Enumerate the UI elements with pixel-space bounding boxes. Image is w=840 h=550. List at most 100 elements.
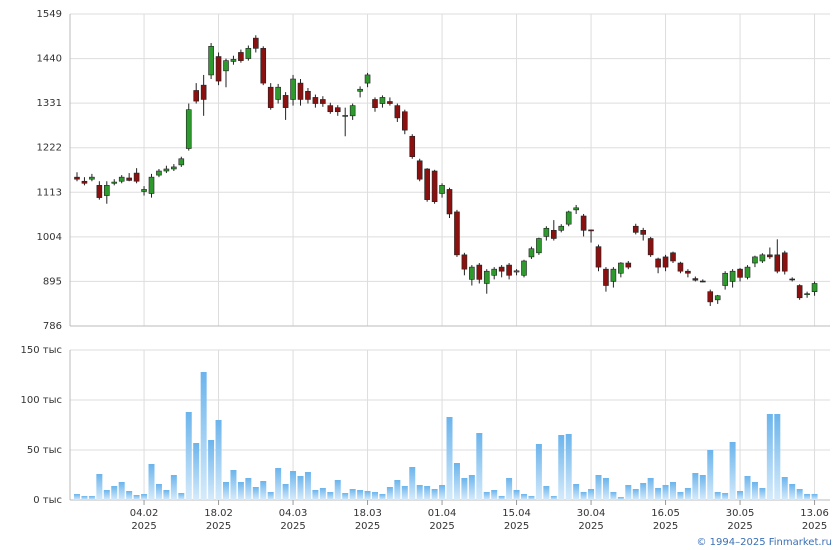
candle-body — [230, 59, 237, 62]
volume-bar — [476, 433, 483, 500]
candle-body — [647, 238, 654, 256]
candle-body — [133, 172, 140, 182]
volume-bar — [245, 478, 252, 500]
volume-bar — [416, 485, 423, 500]
candle-body — [89, 176, 95, 180]
candle-body — [707, 291, 714, 303]
volume-bar — [684, 488, 691, 500]
volume-bar — [506, 478, 513, 500]
candle-body — [744, 266, 751, 278]
volume-bar — [521, 494, 527, 500]
candle-body — [469, 266, 475, 280]
candle-body — [171, 166, 177, 170]
x-tick-label: 13.06 — [800, 508, 829, 519]
y-tick-label: 895 — [43, 276, 62, 287]
candle-body — [394, 105, 401, 119]
volume-bar — [74, 494, 80, 500]
volume-bar — [617, 497, 624, 500]
candle-body — [439, 185, 445, 194]
volume-bar — [640, 483, 647, 500]
candle-body — [81, 180, 88, 184]
candle-body — [342, 115, 349, 117]
x-tick-year: 2025 — [206, 521, 231, 532]
x-tick-label: 01.04 — [428, 508, 457, 519]
volume-bar — [409, 467, 416, 500]
candle-body — [565, 211, 572, 225]
volume-bar — [588, 489, 595, 500]
volume-bar — [565, 434, 572, 500]
volume-bar — [789, 484, 796, 500]
candle-body — [104, 185, 110, 196]
candle-body — [811, 283, 818, 292]
volume-bar — [424, 486, 431, 500]
candle-body — [513, 270, 520, 273]
volume-bar — [148, 464, 155, 500]
candle-body — [74, 176, 80, 180]
volume-bar — [290, 471, 297, 500]
candle-body — [625, 262, 632, 268]
volume-bar — [729, 442, 736, 500]
volume-bar — [602, 478, 609, 500]
volume-bar — [446, 417, 453, 500]
x-tick-year: 2025 — [429, 521, 454, 532]
candle-body — [670, 252, 676, 262]
x-tick-year: 2025 — [727, 521, 752, 532]
candle-body — [498, 266, 505, 272]
x-tick-label: 30.04 — [577, 508, 606, 519]
volume-bar — [751, 482, 758, 500]
candle-body — [685, 270, 691, 274]
volume-bar — [670, 482, 676, 500]
volume-bar — [692, 473, 699, 500]
candle-body — [267, 86, 274, 108]
candle-body — [781, 252, 788, 272]
y-tick-label: 100 тыс — [21, 395, 62, 406]
volume-bar — [498, 496, 505, 500]
candle-body — [290, 78, 296, 100]
volume-bar — [714, 492, 721, 500]
y-tick-label: 786 — [43, 321, 62, 332]
volume-bar — [170, 475, 177, 500]
candle-body — [253, 37, 259, 49]
candle-body — [729, 270, 736, 282]
x-tick-year: 2025 — [802, 521, 827, 532]
x-tick-label: 18.02 — [204, 508, 233, 519]
y-tick-label: 1222 — [37, 143, 62, 154]
volume-bar — [118, 482, 125, 500]
candle-body — [334, 107, 341, 113]
candle-body — [118, 176, 125, 182]
volume-bar — [342, 493, 349, 500]
volume-bar — [304, 472, 311, 500]
candle-body — [148, 176, 155, 194]
volume-bar — [96, 474, 103, 500]
volume-bar — [543, 486, 550, 500]
volume-bar — [357, 490, 364, 500]
volume-bar — [372, 492, 378, 500]
volume-bar — [193, 443, 200, 500]
candle-body — [573, 207, 579, 211]
volume-bar — [573, 484, 580, 500]
x-tick-year: 2025 — [504, 521, 529, 532]
candle-body — [387, 101, 393, 104]
x-tick-year: 2025 — [131, 521, 156, 532]
volume-bar — [327, 492, 334, 500]
volume-bar — [379, 494, 386, 500]
candle-body — [178, 158, 185, 166]
volume-bar — [580, 492, 587, 500]
candle-body — [401, 111, 408, 131]
candle-body — [476, 264, 483, 280]
y-tick-label: 1004 — [37, 232, 62, 243]
volume-bar — [215, 420, 222, 500]
volume-bar — [774, 414, 781, 500]
candle-body — [416, 160, 423, 180]
candle-body — [282, 95, 289, 108]
candle-body — [789, 278, 796, 281]
volume-bar — [632, 489, 639, 500]
candle-body — [506, 264, 512, 276]
volume-bar — [386, 487, 393, 500]
candle-body — [796, 285, 803, 299]
volume-bar — [312, 490, 319, 500]
candle-body — [349, 105, 356, 117]
candle-body — [193, 90, 199, 102]
candle-body — [610, 268, 617, 282]
